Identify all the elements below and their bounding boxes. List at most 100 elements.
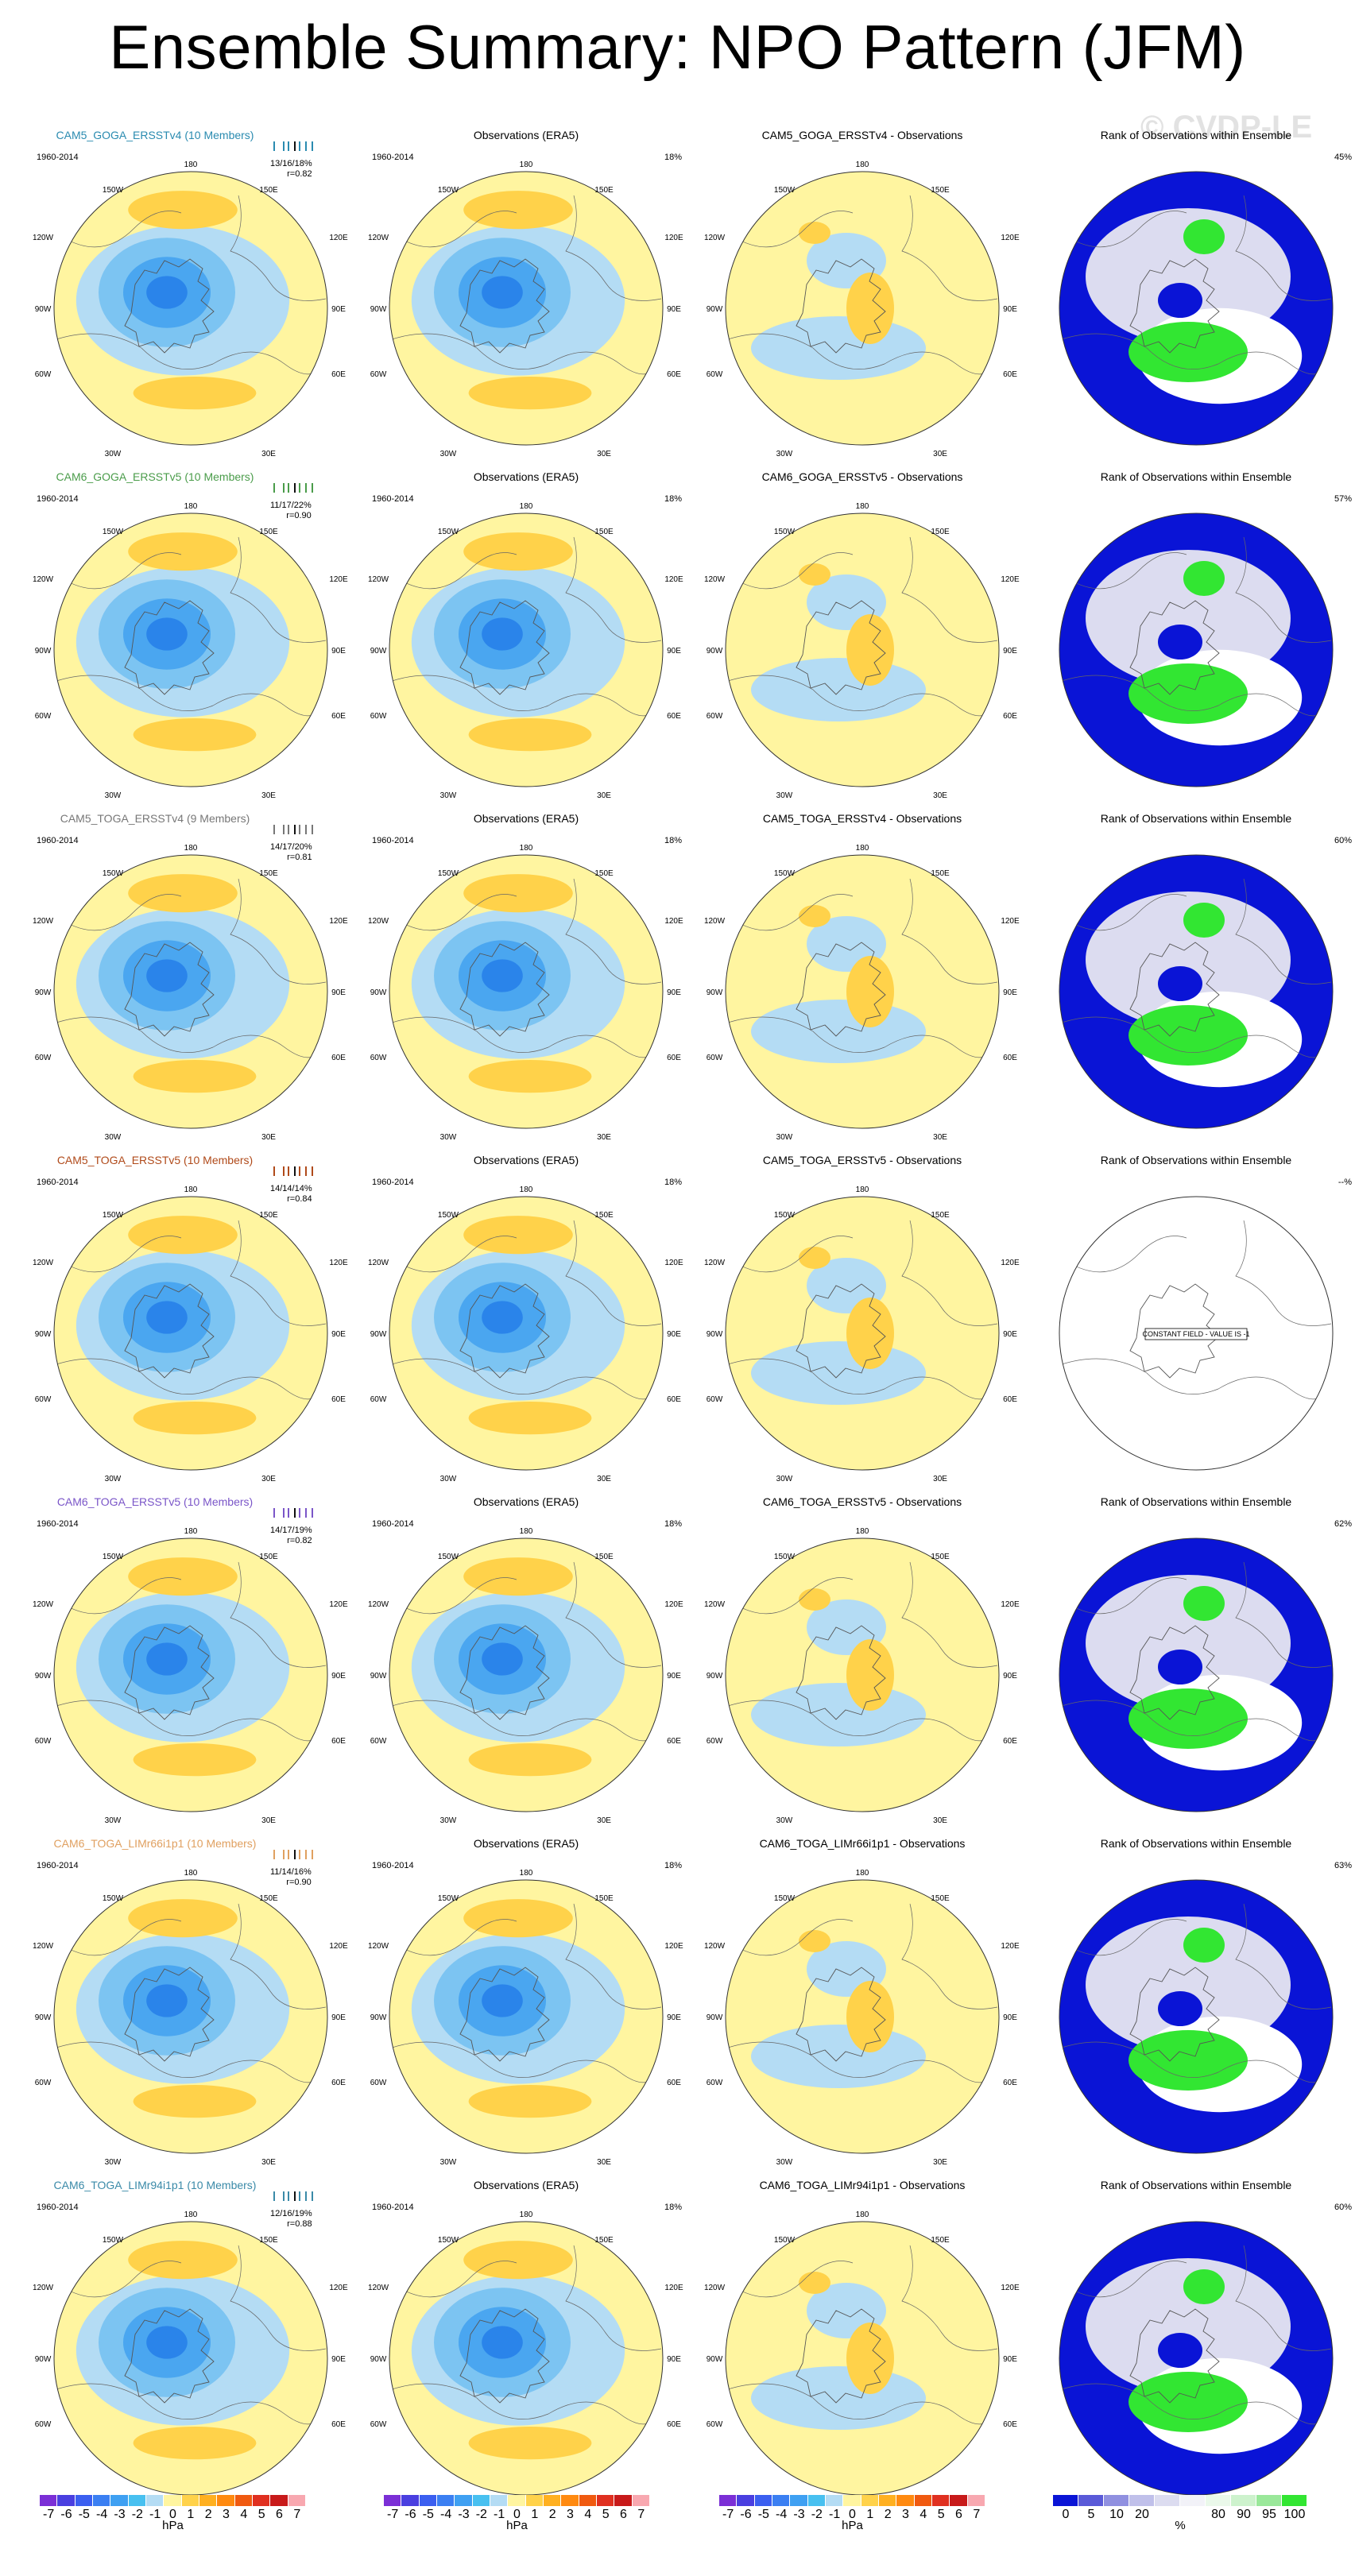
lon-label-se: 30E [597,1475,611,1483]
coastline-east [230,195,327,301]
colorbar-tick-label: 7 [293,2508,301,2521]
lon-label-e1: 120E [664,2284,683,2292]
year-range: 1960-2014 [37,153,79,162]
lon-label-w2: 90W [35,305,52,314]
map-boundary [389,1537,664,1812]
member-tick [305,2191,307,2201]
lon-label-w1: 120W [33,1942,54,1951]
polar-map: 180 150W 150E 120W 120E 90W 90E 60W 60E 30W 30E [704,502,1020,800]
colorbar-tick-label: -5 [757,2508,769,2521]
colorbar-tick-label: 5 [602,2508,610,2521]
coastline-north [733,1236,854,1273]
map-boundary [53,1537,328,1812]
lon-label-e3: 60E [667,2079,681,2087]
map-boundary [53,171,328,446]
lon-label-w1: 120W [368,1600,389,1609]
colorbar-box [490,2495,509,2506]
colorbar-box [270,2495,288,2506]
colorbar-tick-label: -3 [793,2508,805,2521]
diff-positive-center [846,1981,894,2052]
lon-label-ne: 150E [594,1553,614,1561]
colorbar-tick-label: 0 [169,2508,176,2521]
colorbar-box [40,2495,58,2506]
lon-label-sw: 30W [776,1475,793,1483]
lon-label-se: 30E [933,1133,947,1142]
lon-label-e1: 120E [329,234,348,242]
year-range: 1960-2014 [372,2203,414,2212]
rank-high-region-south [1129,1005,1248,1066]
member-tick [305,1508,307,1518]
lon-label-ne: 150E [594,528,614,536]
member-tick [299,2191,300,2201]
panel-obs-row-3: Observations (ERA5) 1960-2014 18% 180 150W 15… [367,810,685,1144]
coastline-arctic [459,1283,550,1379]
lon-label-w3: 60W [35,712,52,721]
coastline-north [1067,1236,1187,1273]
coastline-south [54,675,327,717]
lon-label-nw: 150W [103,1211,124,1220]
coastline-arctic [796,1283,886,1379]
map-boundary [53,512,328,787]
diff-title: CAM5_TOGA_ERSSTv4 - Observations [762,812,962,825]
colorbar-box [878,2495,897,2506]
lon-label-w3: 60W [707,1737,723,1746]
colorbar-box [790,2495,808,2506]
lon-label-n: 180 [520,1186,533,1194]
lon-label-w3: 60W [707,2420,723,2429]
rank-high-region-south [1129,1688,1248,1749]
coastline-arctic [459,600,550,695]
pattern-positive-south [468,1402,592,1435]
lon-label-w1: 120W [33,234,54,242]
coastline-south [726,1016,999,1058]
panel-obs-row-1: Observations (ERA5) 1960-2014 18% 180 150W 15… [367,127,685,461]
map-boundary [725,171,1000,446]
colorbar-tick-label: 3 [902,2508,909,2521]
pattern-positive-north [463,2241,573,2280]
colorbar-box [384,2495,402,2506]
lon-label-se: 30E [933,1816,947,1825]
lon-label-ne: 150E [259,186,278,195]
colorbar-box [164,2495,182,2506]
member-tick [283,141,285,151]
coastline-south [726,1358,999,1400]
colorbar-tick-label: -6 [60,2508,72,2521]
lon-label-w2: 90W [370,305,387,314]
lon-label-e2: 90E [331,1330,346,1339]
lon-label-nw: 150W [774,1894,796,1903]
lon-label-w1: 120W [368,1259,389,1267]
lon-label-nw: 150W [774,186,796,195]
lon-label-w2: 90W [707,305,723,314]
lon-label-e1: 120E [329,1942,348,1951]
colorbar-box [145,2495,165,2506]
coastline-east [1235,1220,1332,1326]
colorbar-box [896,2495,915,2506]
coastline-east [565,1561,662,1668]
colorbar-tick-label: 3 [567,2508,574,2521]
stat-correlation: r=0.82 [287,1536,312,1545]
lon-label-w1: 120W [704,2284,726,2292]
lon-label-n: 180 [520,1527,533,1536]
lon-label-e3: 60E [331,370,346,379]
coastline-arctic [124,1967,215,2062]
pattern-positive-south [133,2085,257,2118]
member-tick [312,141,313,151]
lon-label-e1: 120E [1001,1600,1020,1609]
polar-map [1059,512,1334,787]
pattern-negative-core [146,1642,188,1676]
ensemble-stats: 13/16/18% r=0.82 [270,159,312,180]
lon-label-w2: 90W [35,1330,52,1339]
pattern-positive-north [128,1216,238,1255]
colorbar-tick-label: 4 [240,2508,248,2521]
coastline-arctic [459,2308,550,2404]
ensemble-label: CAM5_TOGA_ERSSTv4 (9 Members) [60,812,250,825]
coastline-south [1059,2383,1333,2425]
lon-label-sw: 30W [776,791,793,800]
colorbar-tick-label: -5 [78,2508,90,2521]
member-tick [283,825,285,834]
rank-high-region-south [1129,322,1248,382]
rank-title: Rank of Observations within Ensemble [1100,2179,1292,2191]
colorbar-tick-label: 2 [884,2508,892,2521]
member-tick [288,483,289,493]
coastline-arctic [459,1625,550,1720]
lon-label-se: 30E [261,1133,276,1142]
